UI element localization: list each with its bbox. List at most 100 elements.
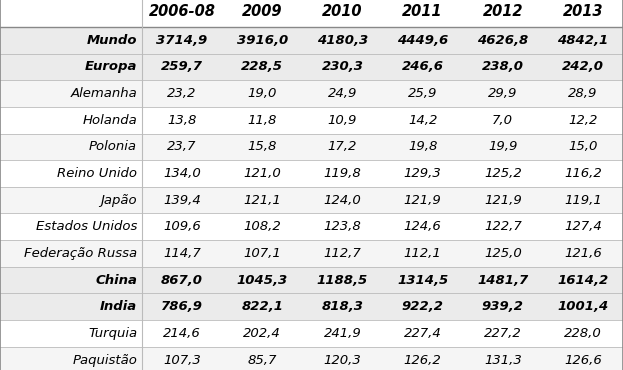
Bar <box>0 0 623 27</box>
Text: 1001,4: 1001,4 <box>558 300 609 313</box>
Text: 227,2: 227,2 <box>484 327 521 340</box>
Text: Holanda: Holanda <box>82 114 137 127</box>
Text: 2006-08: 2006-08 <box>149 4 216 19</box>
Text: 25,9: 25,9 <box>408 87 437 100</box>
Text: 120,3: 120,3 <box>323 353 361 367</box>
Text: 259,7: 259,7 <box>161 60 203 74</box>
Text: 1188,5: 1188,5 <box>317 273 368 287</box>
Text: 17,2: 17,2 <box>328 140 357 154</box>
Bar <box>0 320 623 347</box>
Text: 1045,3: 1045,3 <box>237 273 288 287</box>
Text: 2013: 2013 <box>563 4 603 19</box>
Text: 13,8: 13,8 <box>168 114 197 127</box>
Text: 15,0: 15,0 <box>568 140 597 154</box>
Text: 7,0: 7,0 <box>492 114 513 127</box>
Text: 242,0: 242,0 <box>562 60 604 74</box>
Text: 4180,3: 4180,3 <box>317 34 368 47</box>
Text: 121,9: 121,9 <box>404 194 442 207</box>
Text: 127,4: 127,4 <box>564 220 602 233</box>
Text: 19,9: 19,9 <box>488 140 518 154</box>
Text: 786,9: 786,9 <box>161 300 203 313</box>
Text: 14,2: 14,2 <box>408 114 437 127</box>
Text: 85,7: 85,7 <box>247 353 277 367</box>
Text: 214,6: 214,6 <box>163 327 201 340</box>
Text: 228,5: 228,5 <box>241 60 283 74</box>
Text: 125,2: 125,2 <box>484 167 521 180</box>
Text: 4842,1: 4842,1 <box>558 34 609 47</box>
Text: Turquia: Turquia <box>88 327 137 340</box>
Text: Reino Unido: Reino Unido <box>57 167 137 180</box>
Text: 3714,9: 3714,9 <box>156 34 207 47</box>
Bar <box>0 27 623 54</box>
Text: 121,9: 121,9 <box>484 194 521 207</box>
Text: 246,6: 246,6 <box>402 60 444 74</box>
Bar <box>0 347 623 370</box>
Text: 121,6: 121,6 <box>564 247 602 260</box>
Text: 123,8: 123,8 <box>323 220 361 233</box>
Bar <box>0 107 623 134</box>
Text: 139,4: 139,4 <box>163 194 201 207</box>
Bar <box>0 240 623 267</box>
Text: 107,3: 107,3 <box>163 353 201 367</box>
Text: Federação Russa: Federação Russa <box>24 247 137 260</box>
Text: 238,0: 238,0 <box>482 60 524 74</box>
Text: 122,7: 122,7 <box>484 220 521 233</box>
Text: Alemanha: Alemanha <box>70 87 137 100</box>
Text: 1314,5: 1314,5 <box>397 273 448 287</box>
Text: Estados Unidos: Estados Unidos <box>36 220 137 233</box>
Text: 227,4: 227,4 <box>404 327 442 340</box>
Bar <box>0 213 623 240</box>
Text: 119,8: 119,8 <box>323 167 361 180</box>
Text: 124,0: 124,0 <box>323 194 361 207</box>
Text: China: China <box>95 273 137 287</box>
Text: 818,3: 818,3 <box>321 300 363 313</box>
Text: 23,7: 23,7 <box>168 140 197 154</box>
Bar <box>0 134 623 160</box>
Text: Japão: Japão <box>100 194 137 207</box>
Text: 119,1: 119,1 <box>564 194 602 207</box>
Text: 116,2: 116,2 <box>564 167 602 180</box>
Text: 112,7: 112,7 <box>323 247 361 260</box>
Text: 1614,2: 1614,2 <box>558 273 609 287</box>
Bar <box>0 80 623 107</box>
Text: 1481,7: 1481,7 <box>477 273 528 287</box>
Text: 2011: 2011 <box>402 4 443 19</box>
Text: 114,7: 114,7 <box>163 247 201 260</box>
Text: 3916,0: 3916,0 <box>237 34 288 47</box>
Bar <box>0 54 623 80</box>
Text: 922,2: 922,2 <box>402 300 444 313</box>
Text: 125,0: 125,0 <box>484 247 521 260</box>
Text: 124,6: 124,6 <box>404 220 442 233</box>
Text: 126,2: 126,2 <box>404 353 442 367</box>
Text: 112,1: 112,1 <box>404 247 442 260</box>
Text: 107,1: 107,1 <box>244 247 281 260</box>
Text: 822,1: 822,1 <box>241 300 283 313</box>
Text: 241,9: 241,9 <box>323 327 361 340</box>
Text: 121,1: 121,1 <box>244 194 281 207</box>
Text: Europa: Europa <box>85 60 137 74</box>
Text: 2012: 2012 <box>482 4 523 19</box>
Bar <box>0 187 623 213</box>
Text: 11,8: 11,8 <box>247 114 277 127</box>
Text: 2009: 2009 <box>242 4 283 19</box>
Text: 126,6: 126,6 <box>564 353 602 367</box>
Bar <box>0 293 623 320</box>
Text: 108,2: 108,2 <box>244 220 281 233</box>
Text: 129,3: 129,3 <box>404 167 442 180</box>
Text: 23,2: 23,2 <box>168 87 197 100</box>
Text: 28,9: 28,9 <box>568 87 597 100</box>
Text: 2010: 2010 <box>322 4 363 19</box>
Text: 4449,6: 4449,6 <box>397 34 448 47</box>
Text: 109,6: 109,6 <box>163 220 201 233</box>
Text: 202,4: 202,4 <box>244 327 281 340</box>
Text: Polonia: Polonia <box>89 140 137 154</box>
Bar <box>0 160 623 187</box>
Text: Mundo: Mundo <box>87 34 137 47</box>
Text: 12,2: 12,2 <box>568 114 597 127</box>
Text: India: India <box>100 300 137 313</box>
Text: 939,2: 939,2 <box>482 300 524 313</box>
Bar <box>0 267 623 293</box>
Text: 4626,8: 4626,8 <box>477 34 528 47</box>
Text: 134,0: 134,0 <box>163 167 201 180</box>
Text: 29,9: 29,9 <box>488 87 518 100</box>
